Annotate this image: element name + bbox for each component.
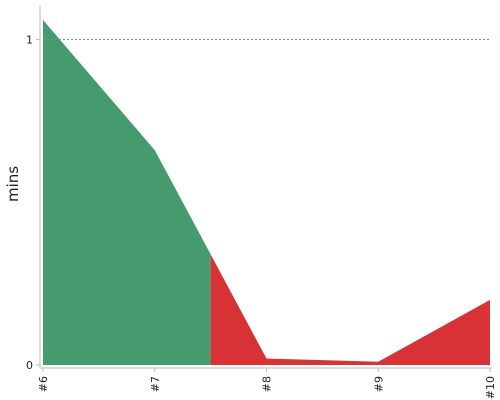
x-tick-label: #6 <box>37 376 50 392</box>
y-tick-label: 1 <box>26 34 33 47</box>
x-axis-ticks: #6 #7 #8 #9 #10 <box>37 368 497 399</box>
chart-areas <box>43 20 490 365</box>
x-tick-label: #7 <box>149 376 162 392</box>
x-tick-label: #10 <box>484 376 497 399</box>
area-before-split <box>43 20 211 365</box>
x-tick-label: #8 <box>261 376 274 392</box>
area-after-split <box>210 254 490 365</box>
x-tick-label: #9 <box>372 376 385 392</box>
y-axis-label: mins <box>4 166 22 202</box>
y-tick-label: 0 <box>26 359 33 372</box>
y-axis-ticks: 01 <box>26 34 40 372</box>
